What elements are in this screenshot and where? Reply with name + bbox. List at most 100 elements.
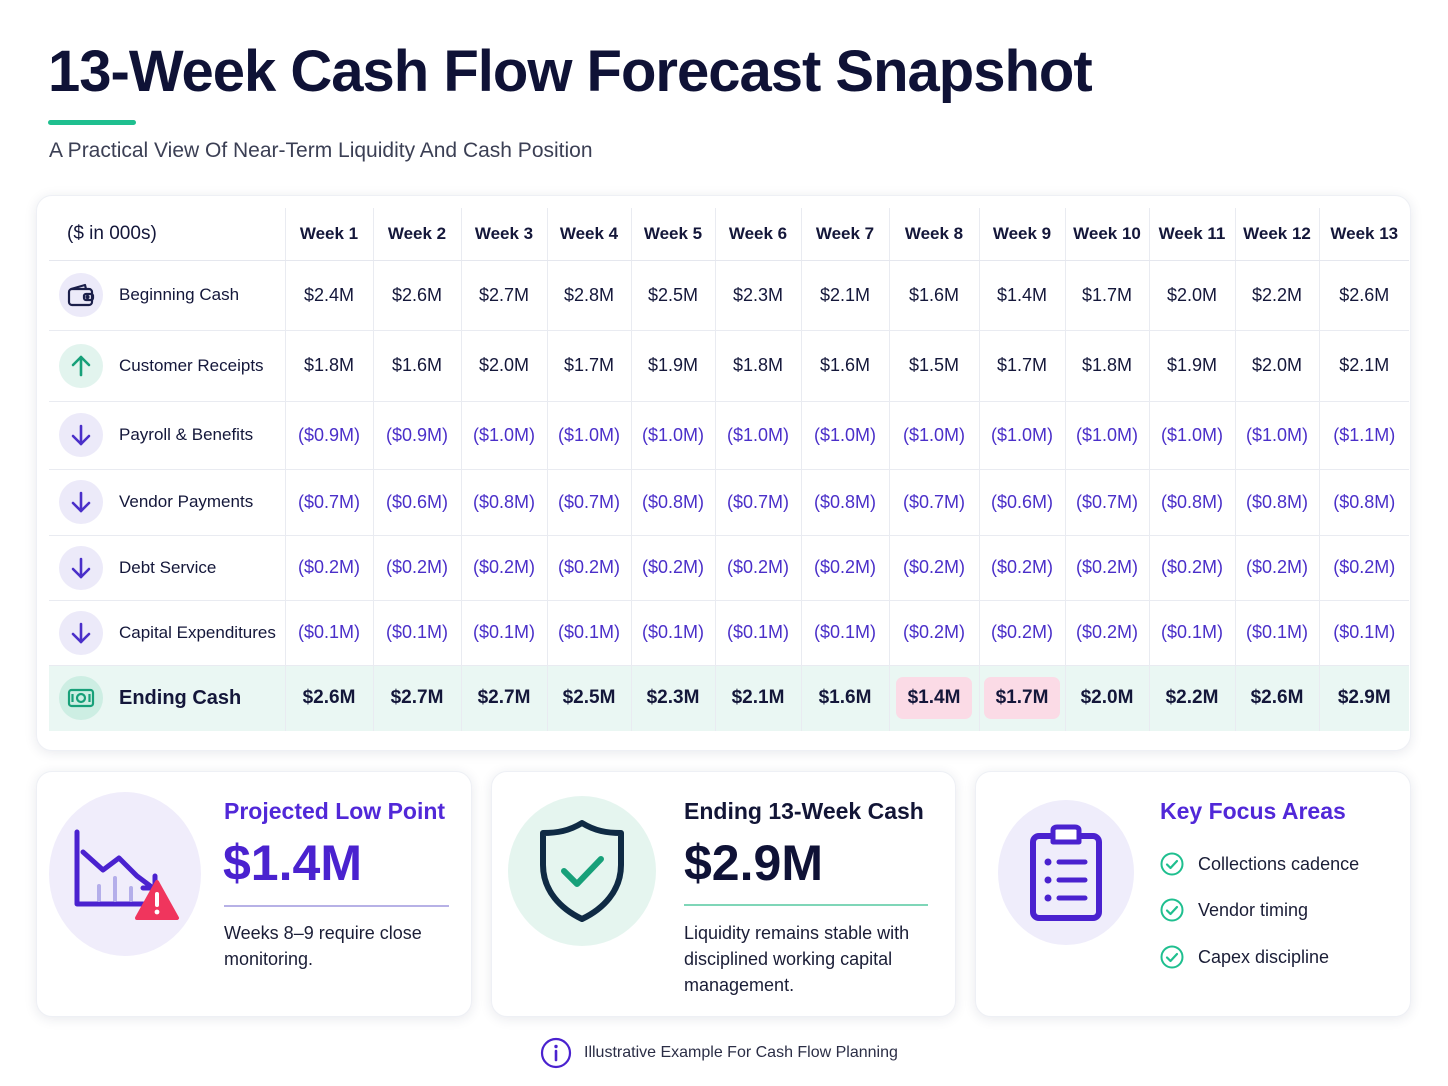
ending-cash-cell: $2.7M bbox=[460, 665, 547, 731]
value-cell: $2.5M bbox=[630, 260, 715, 331]
value-cell: ($0.2M) bbox=[630, 535, 715, 601]
card-note: Weeks 8–9 require close monitoring. bbox=[224, 923, 422, 969]
value-cell: ($1.0M) bbox=[1064, 401, 1149, 470]
value-cell: ($1.0M) bbox=[978, 401, 1065, 470]
value-cell: ($1.0M) bbox=[800, 401, 889, 470]
value-cell: $2.6M bbox=[372, 260, 461, 331]
ending-cash-cell: $2.5M bbox=[546, 665, 631, 731]
row-label-text: Ending Cash bbox=[119, 686, 242, 709]
value-cell: ($0.1M) bbox=[800, 600, 889, 666]
value-cell: $2.1M bbox=[1318, 330, 1409, 402]
ending-cash-cell: $2.0M bbox=[1064, 665, 1149, 731]
ending-cash-cell: $2.1M bbox=[714, 665, 801, 731]
page-title: 13-Week Cash Flow Forecast Snapshot bbox=[48, 39, 1093, 104]
value-cell: ($0.2M) bbox=[1064, 535, 1149, 601]
value-cell: ($0.1M) bbox=[1318, 600, 1409, 666]
value-cell: $1.5M bbox=[888, 330, 979, 402]
ending-cash-cell: $1.4M bbox=[888, 665, 979, 731]
value-cell: $1.8M bbox=[1064, 330, 1149, 402]
low-point-illustration bbox=[49, 792, 201, 956]
week-header: Week 6 bbox=[714, 208, 801, 261]
value-cell: ($0.7M) bbox=[714, 469, 801, 536]
value-cell: ($0.2M) bbox=[978, 535, 1065, 601]
value-cell: ($0.2M) bbox=[714, 535, 801, 601]
value-cell: $2.6M bbox=[1318, 260, 1409, 331]
row-label: Capital Expenditures bbox=[49, 610, 285, 655]
ending-cash-cell: $2.6M bbox=[1234, 665, 1319, 731]
focus-item-text: Capex discipline bbox=[1198, 946, 1330, 967]
value-cell: ($0.6M) bbox=[372, 469, 461, 536]
value-cell: ($0.2M) bbox=[888, 535, 979, 601]
value-cell: ($0.8M) bbox=[800, 469, 889, 536]
low-point-value: $1.4M bbox=[223, 835, 362, 891]
table-row: Beginning Cash $2.4M $2.6M $2.7M $2.8M $2.5M… bbox=[49, 260, 1409, 331]
shield-check-icon bbox=[540, 820, 624, 922]
row-label: Ending Cash bbox=[49, 676, 285, 721]
value-cell: ($0.2M) bbox=[1234, 535, 1319, 601]
footer-text: Illustrative Example For Cash Flow Plann… bbox=[584, 1044, 898, 1061]
table-row: Customer Receipts $1.8M $1.6M $2.0M $1.7M $1… bbox=[49, 330, 1409, 402]
value-cell: $2.8M bbox=[546, 260, 631, 331]
row-label-text: Customer Receipts bbox=[119, 355, 264, 375]
table-row: Payroll & Benefits ($0.9M) ($0.9M) ($1.0M)… bbox=[49, 401, 1409, 470]
footer-note: Illustrative Example For Cash Flow Plann… bbox=[540, 1037, 898, 1069]
value-cell: $2.0M bbox=[460, 330, 547, 402]
value-cell: $1.6M bbox=[800, 330, 889, 402]
units-label: ($ in 000s) bbox=[49, 208, 285, 261]
row-label: Customer Receipts bbox=[49, 343, 285, 388]
wallet-icon bbox=[59, 273, 103, 317]
low-point-highlight: $1.7M bbox=[983, 677, 1061, 720]
value-cell: ($0.1M) bbox=[372, 600, 461, 666]
key-focus-card: Key Focus Areas Collections cadence Vend… bbox=[975, 771, 1411, 1017]
declining-chart-warning-icon bbox=[74, 829, 179, 920]
value-cell: $1.8M bbox=[714, 330, 801, 402]
value-cell: ($1.0M) bbox=[888, 401, 979, 470]
week-header: Week 3 bbox=[460, 208, 547, 261]
week-header: Week 5 bbox=[630, 208, 715, 261]
value-cell: ($0.8M) bbox=[460, 469, 547, 536]
week-header: Week 8 bbox=[888, 208, 979, 261]
value-cell: $2.2M bbox=[1234, 260, 1319, 331]
value-cell: ($0.2M) bbox=[460, 535, 547, 601]
value-cell: ($0.8M) bbox=[1148, 469, 1235, 536]
divider bbox=[224, 905, 449, 907]
row-label-text: Capital Expenditures bbox=[119, 622, 276, 642]
table-row: Vendor Payments ($0.7M) ($0.6M) ($0.8M) ($0… bbox=[49, 469, 1409, 536]
row-label: Beginning Cash bbox=[49, 273, 285, 317]
table-row: Capital Expenditures ($0.1M) ($0.1M) ($0.1… bbox=[49, 600, 1409, 666]
value-cell: $1.8M bbox=[284, 330, 373, 402]
value-cell: ($1.0M) bbox=[546, 401, 631, 470]
focus-item: Vendor timing bbox=[1160, 898, 1308, 922]
cash-flow-table: ($ in 000s) Week 1 Week 2 Week 3 Week 4 … bbox=[49, 208, 1409, 731]
value-cell: ($0.2M) bbox=[1318, 535, 1409, 601]
row-label: Vendor Payments bbox=[49, 480, 285, 524]
ending-cash-cell: $2.6M bbox=[284, 665, 373, 731]
value-cell: $2.4M bbox=[284, 260, 373, 331]
table-header-row: ($ in 000s) Week 1 Week 2 Week 3 Week 4 … bbox=[49, 208, 1409, 261]
ending-cash-cell: $1.7M bbox=[978, 665, 1065, 731]
value-cell: ($0.8M) bbox=[1318, 469, 1409, 536]
value-cell: ($0.1M) bbox=[546, 600, 631, 666]
value-cell: ($1.0M) bbox=[1234, 401, 1319, 470]
value-cell: $2.0M bbox=[1234, 330, 1319, 402]
value-cell: ($0.1M) bbox=[1148, 600, 1235, 666]
row-label-text: Debt Service bbox=[119, 557, 217, 577]
value-cell: $1.9M bbox=[630, 330, 715, 402]
arrow-down-icon bbox=[59, 480, 103, 524]
week-header: Week 7 bbox=[800, 208, 889, 261]
table-row: Debt Service ($0.2M) ($0.2M) ($0.2M) ($0.2M… bbox=[49, 535, 1409, 601]
week-header: Week 12 bbox=[1234, 208, 1319, 261]
value-cell: ($0.2M) bbox=[284, 535, 373, 601]
week-header: Week 13 bbox=[1318, 208, 1409, 261]
clipboard-checklist-icon bbox=[1030, 824, 1102, 921]
value-cell: $1.9M bbox=[1148, 330, 1235, 402]
value-cell: ($1.1M) bbox=[1318, 401, 1409, 470]
value-cell: $1.6M bbox=[372, 330, 461, 402]
card-title: Projected Low Point bbox=[224, 798, 446, 824]
value-cell: $2.3M bbox=[714, 260, 801, 331]
page-subtitle: A Practical View Of Near-Term Liquidity … bbox=[49, 139, 593, 162]
value-cell: ($0.2M) bbox=[1064, 600, 1149, 666]
ending-cash-illustration bbox=[508, 796, 656, 946]
week-header: Week 1 bbox=[284, 208, 373, 261]
ending-cash-row: Ending Cash $2.6M $2.7M $2.7M $2.5M $2.3M $2.… bbox=[49, 665, 1409, 731]
